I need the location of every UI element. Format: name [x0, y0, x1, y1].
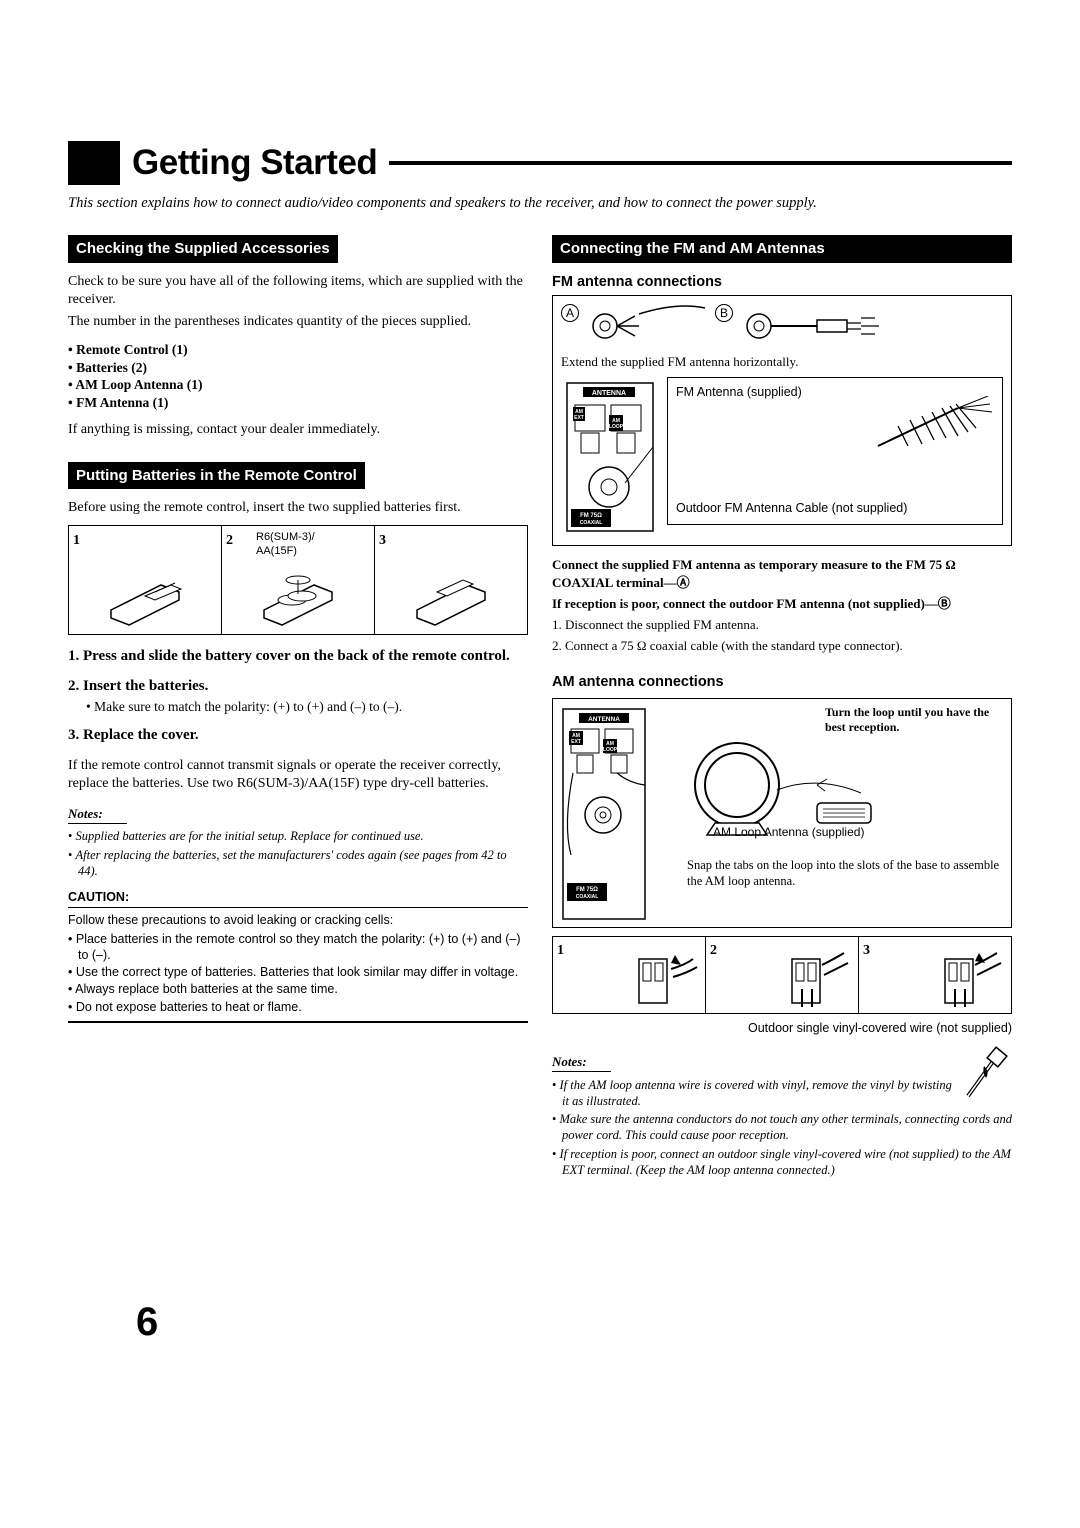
svg-text:LOOP: LOOP [603, 747, 618, 753]
note-item: Supplied batteries are for the initial s… [68, 828, 528, 844]
fm-outdoor-label: Outdoor FM Antenna Cable (not supplied) [676, 500, 994, 516]
title-rule [389, 161, 1012, 165]
battery-steps: 1. Press and slide the battery cover on … [68, 647, 528, 745]
am-snap-text: Snap the tabs on the loop into the slots… [687, 857, 1001, 890]
notes-list: Supplied batteries are for the initial s… [68, 828, 528, 879]
supplied-item: Remote Control (1) [68, 341, 528, 359]
caution-list: Place batteries in the remote control so… [68, 931, 528, 1015]
wire-twist-icon [960, 1046, 1010, 1102]
note-item: If reception is poor, connect an outdoor… [552, 1146, 1012, 1179]
label-a-icon: A [561, 304, 579, 322]
title-row: Getting Started [68, 140, 1012, 186]
step-sub-item: Make sure to match the polarity: (+) to … [86, 698, 528, 716]
terminal-clip-icon [927, 951, 1007, 1011]
am-diagram: ANTENNA AM EXT AM LOOP [552, 698, 1012, 928]
caution-item: Always replace both batteries at the sam… [68, 981, 528, 997]
svg-text:ANTENNA: ANTENNA [588, 716, 620, 723]
diagram-number: 2 [226, 533, 233, 548]
battery-step: 3. Replace the cover. [68, 726, 528, 746]
diagram-number: 3 [379, 533, 386, 548]
battery-diagram-cell-1: 1 [69, 526, 222, 634]
batteries-p2: If the remote control cannot transmit si… [68, 757, 528, 793]
supplied-item: AM Loop Antenna (1) [68, 376, 528, 394]
notes-heading: Notes: [552, 1054, 611, 1072]
diagram-number: 3 [863, 943, 870, 958]
accessories-p1: Check to be sure you have all of the fol… [68, 273, 528, 309]
caution-item: Use the correct type of batteries. Batte… [68, 964, 528, 980]
am-step-cell: 2 [706, 937, 859, 1013]
am-subheading: AM antenna connections [552, 673, 1012, 692]
am-steps-diagram: 1 2 3 [552, 936, 1012, 1014]
label-b-icon: B [715, 304, 733, 322]
terminal-clip-icon [774, 951, 854, 1011]
caution-item: Place batteries in the remote control so… [68, 931, 528, 964]
section-heading-batteries: Putting Batteries in the Remote Control [68, 462, 365, 490]
notes-heading: Notes: [68, 806, 127, 824]
lead-paragraph: This section explains how to connect aud… [68, 194, 1012, 214]
antenna-terminal-icon: ANTENNA AM EXT AM LOOP [559, 705, 651, 923]
section-heading-accessories: Checking the Supplied Accessories [68, 235, 338, 263]
diagram-number: 2 [710, 943, 717, 958]
fm-instruction-1: Connect the supplied FM antenna as tempo… [552, 556, 1012, 591]
svg-text:ANTENNA: ANTENNA [592, 390, 626, 397]
remote-icon [254, 570, 342, 630]
note-item: If the AM loop antenna wire is covered w… [552, 1077, 1012, 1110]
page-title: Getting Started [132, 140, 377, 186]
page-number: 6 [136, 1296, 158, 1348]
svg-text:EXT: EXT [574, 415, 584, 421]
battery-diagram: 1 2 R6(SUM-3)/ AA(15F) 3 [68, 525, 528, 635]
fm-instruction-2-head: If reception is poor, connect the outdoo… [552, 595, 1012, 613]
batteries-p1: Before using the remote control, insert … [68, 499, 528, 517]
antenna-terminal-icon: ANTENNA AM EXT AM LOOP FM 75Ω COAXIAL [561, 377, 661, 537]
caution-item: Do not expose batteries to heat or flame… [68, 999, 528, 1015]
svg-text:FM 75Ω: FM 75Ω [580, 513, 602, 519]
caution-heading: CAUTION: [68, 889, 528, 908]
diagram-number: 1 [73, 533, 80, 548]
terminal-clip-icon [621, 951, 701, 1011]
battery-diagram-cell-3: 3 [375, 526, 527, 634]
note-item: Make sure the antenna conductors do not … [552, 1111, 1012, 1144]
remote-icon [101, 570, 189, 630]
svg-text:COAXIAL: COAXIAL [580, 520, 603, 526]
am-loop-label: AM Loop Antenna (supplied) [713, 825, 864, 841]
battery-type-label: R6(SUM-3)/ AA(15F) [256, 530, 315, 559]
step-heading: 1. Press and slide the battery cover on … [68, 647, 528, 667]
svg-text:COAXIAL: COAXIAL [576, 894, 599, 900]
rule-icon [68, 1021, 528, 1023]
supplied-item: FM Antenna (1) [68, 394, 528, 412]
svg-text:FM 75Ω: FM 75Ω [576, 887, 598, 893]
supplied-item: Batteries (2) [68, 359, 528, 377]
left-column: Checking the Supplied Accessories Check … [68, 235, 528, 1188]
remote-icon [407, 570, 495, 630]
battery-step: 2. Insert the batteries. Make sure to ma… [68, 677, 528, 716]
notes-list: If the AM loop antenna wire is covered w… [552, 1077, 1012, 1179]
section-heading-antennas: Connecting the FM and AM Antennas [552, 235, 1012, 263]
fm-plug-icon [587, 304, 707, 346]
am-step-cell: 1 [553, 937, 706, 1013]
step-heading: 2. Insert the batteries. [68, 677, 528, 697]
right-column: Connecting the FM and AM Antennas FM ant… [552, 235, 1012, 1188]
fm-plug-icon [741, 304, 881, 346]
fm-subheading: FM antenna connections [552, 273, 1012, 292]
step-heading: 3. Replace the cover. [68, 726, 528, 746]
outdoor-antenna-icon [868, 396, 998, 452]
note-item: After replacing the batteries, set the m… [68, 847, 528, 880]
svg-text:EXT: EXT [571, 739, 581, 745]
title-block-icon [68, 141, 120, 185]
supplied-list: Remote Control (1) Batteries (2) AM Loop… [68, 341, 528, 411]
accessories-p2: The number in the parentheses indicates … [68, 313, 528, 331]
am-step-cell: 3 [859, 937, 1011, 1013]
fm-extend-text: Extend the supplied FM antenna horizonta… [561, 354, 1003, 371]
am-turn-text: Turn the loop until you have the best re… [825, 705, 1005, 736]
accessories-p3: If anything is missing, contact your dea… [68, 421, 528, 439]
am-outdoor-caption: Outdoor single vinyl-covered wire (not s… [552, 1020, 1012, 1036]
svg-text:LOOP: LOOP [609, 424, 624, 430]
fm-diagram: A B Extend the supplied FM antenna horiz… [552, 295, 1012, 546]
fm-instruction-2-2: 2. Connect a 75 Ω coaxial cable (with th… [552, 638, 1012, 655]
battery-diagram-cell-2: 2 R6(SUM-3)/ AA(15F) [222, 526, 375, 634]
caution-lead: Follow these precautions to avoid leakin… [68, 912, 528, 928]
battery-step: 1. Press and slide the battery cover on … [68, 647, 528, 667]
fm-instruction-2-1: 1. Disconnect the supplied FM antenna. [552, 617, 1012, 634]
diagram-number: 1 [557, 943, 564, 958]
